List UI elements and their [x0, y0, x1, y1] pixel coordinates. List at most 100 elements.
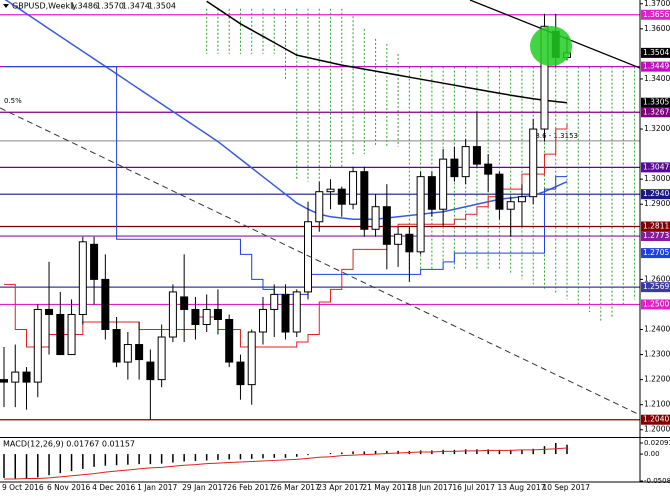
candle-body [11, 371, 20, 383]
level-tag [641, 299, 670, 310]
level-tag [641, 97, 670, 108]
candle-body [495, 173, 504, 210]
candle-body [326, 188, 335, 193]
indicator-line [4, 0, 568, 221]
highlight [530, 26, 572, 66]
candle-body [371, 206, 380, 230]
x-tick-label: 23 Apr 2017 [317, 483, 364, 492]
candle-body [281, 293, 290, 333]
level-tag [641, 107, 670, 118]
candle-body [180, 296, 189, 310]
candle-body [292, 291, 301, 333]
level-label: 1.2940 [643, 189, 669, 198]
candle-body [315, 191, 324, 223]
candle-body [382, 206, 391, 245]
candle-body [225, 318, 234, 363]
y-tick-label: 1.2400 [644, 325, 670, 334]
candle-body [67, 313, 76, 356]
candle-body [529, 128, 538, 198]
candle-body [337, 188, 346, 205]
level-tag [641, 221, 670, 232]
candle-body [517, 196, 526, 203]
y-tick-label: 1.2100 [644, 400, 670, 409]
header-title: GBPUSD,Weekly [12, 2, 77, 11]
candle-body [540, 25, 549, 130]
candle-body [0, 379, 8, 383]
candle-body [202, 308, 211, 325]
x-tick-label: 1 Jan 2017 [137, 483, 177, 492]
indicator-line [4, 66, 567, 295]
candle-body [427, 176, 436, 210]
candle-body [78, 241, 87, 315]
y-tick-label: 1.2300 [644, 350, 670, 359]
candle-body [146, 361, 155, 381]
note: 0.5% [4, 97, 22, 105]
candle-body [90, 243, 99, 280]
indicator-line [206, 0, 568, 104]
level-tag [641, 9, 670, 20]
x-tick-label: 26 Mar 2017 [272, 483, 320, 492]
candle-body [33, 308, 42, 383]
candle-body [191, 308, 200, 325]
y-tick-label: 0.00 [644, 450, 660, 458]
candle-body [472, 146, 481, 165]
x-tick-label: 26 Feb 2017 [227, 483, 274, 492]
candle-body [213, 308, 222, 320]
y-tick-label: 1.3000 [644, 174, 670, 183]
y-tick-label: 1.3700 [644, 0, 670, 8]
header-value: 1.3474 [122, 2, 150, 11]
candle-body [45, 308, 54, 315]
y-tick-label: 1.3400 [644, 74, 670, 83]
candle-body [506, 201, 515, 210]
macd-signal [4, 447, 568, 480]
macd-title: MACD(12,26,9) 0.01767 0.01157 [3, 440, 135, 449]
level-label: 1.2773 [643, 231, 669, 240]
x-tick-label: 16 Jul 2017 [452, 483, 495, 492]
x-tick-label: 18 Jun 2017 [407, 483, 452, 492]
level-tag [641, 282, 670, 293]
candle-body [112, 329, 121, 363]
x-tick-label: 29 Jan 2017 [182, 483, 227, 492]
y-tick-label: 1.2600 [644, 274, 670, 283]
level-label: 1.3267 [643, 107, 669, 116]
level-tag [641, 47, 670, 58]
header-value: 1.3486 [70, 2, 98, 11]
x-tick-label: 10 Sep 2017 [542, 483, 590, 492]
candle-body [461, 146, 470, 178]
trend-line [0, 107, 640, 416]
main-plot: 23.6 - 1.3153 [0, 0, 640, 421]
level-label: 1.2040 [643, 415, 669, 424]
candle-body [101, 278, 110, 331]
level-tag [641, 61, 670, 72]
candle-body [270, 293, 279, 310]
candle-body [56, 313, 65, 356]
x-tick-label: 6 Nov 2016 [47, 483, 90, 492]
y-tick-label: 1.2200 [644, 375, 670, 384]
header-value: 1.3570 [96, 2, 124, 11]
drawings [0, 0, 640, 416]
candle-body [349, 171, 358, 205]
level-tag [641, 414, 670, 425]
y-tick-label: 0.02093 [644, 439, 670, 447]
candle-body [416, 176, 425, 253]
candle-body [258, 308, 267, 333]
x-tick-label: 4 Dec 2016 [92, 483, 135, 492]
candle-body [450, 158, 459, 178]
level-label: 1.3047 [643, 162, 669, 171]
macd-plot [3, 443, 568, 480]
y-tick-label: 1.2000 [644, 425, 670, 434]
candle-body [405, 233, 414, 253]
y-tick-label: -0.05083 [644, 477, 670, 485]
candle-body [236, 361, 245, 386]
level-label: 1.2500 [643, 299, 669, 308]
x-tick-label: 13 Aug 2017 [497, 483, 545, 492]
level-tag [641, 231, 670, 242]
candle-body [484, 163, 493, 175]
level-tag [641, 162, 670, 173]
indicator-line [4, 124, 568, 348]
level-label: 1.3305 [643, 98, 669, 107]
candle-body [247, 331, 256, 386]
y-tick-label: 1.3200 [644, 124, 670, 133]
candle-body [360, 171, 369, 230]
